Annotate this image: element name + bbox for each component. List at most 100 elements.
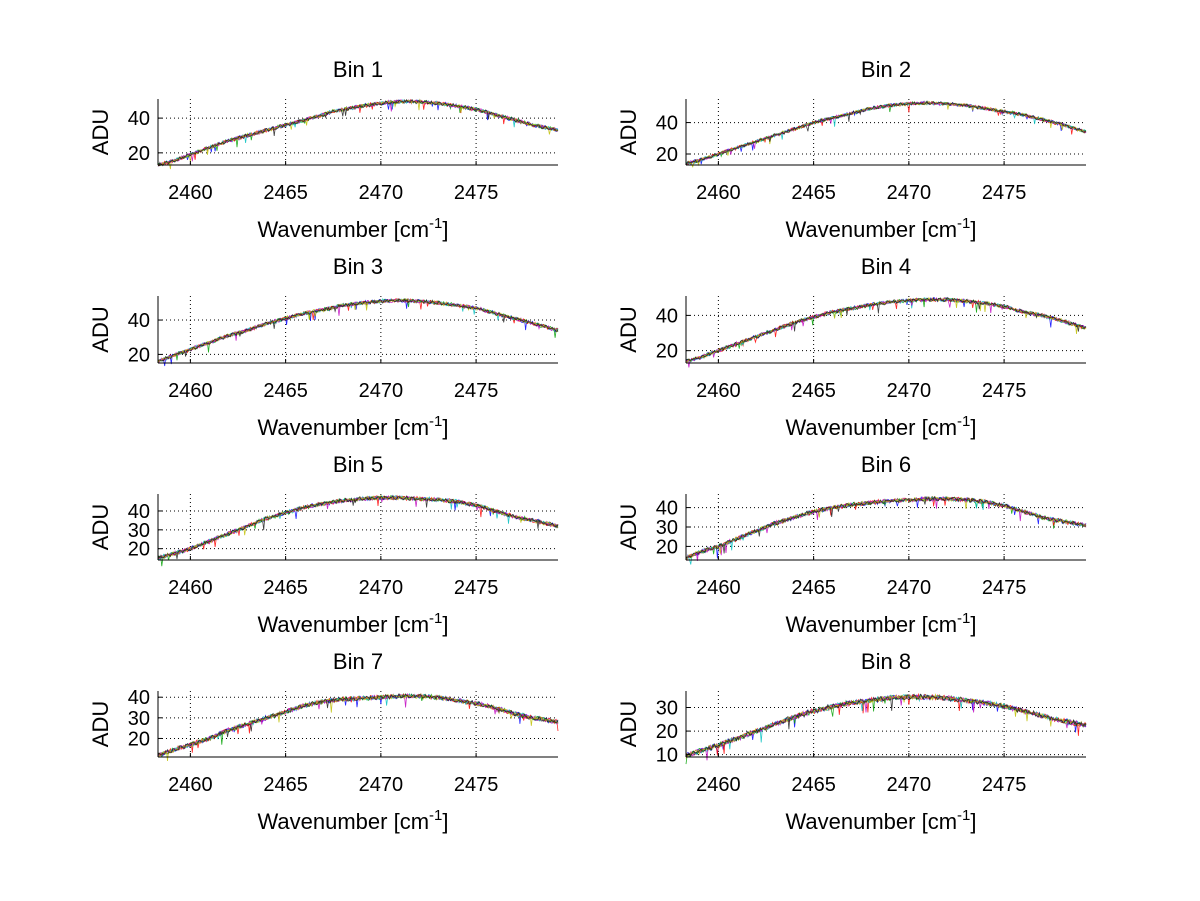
x-tick-label: 2475 <box>982 577 1027 599</box>
y-tick-label: 40 <box>128 108 150 130</box>
y-tick-label: 40 <box>128 310 150 332</box>
subplot-bin-3: 2460 2465 2470 2475 20 40 Bin 3 Wavenumber [cm-… <box>88 254 559 440</box>
x-axis-label: Wavenumber [cm-1] <box>785 610 976 637</box>
y-axis-label: ADU <box>88 109 113 155</box>
spectrum-line <box>685 296 1087 363</box>
x-tick-label: 2475 <box>454 182 499 204</box>
x-axis-label: Wavenumber [cm-1] <box>257 807 448 834</box>
x-tick-label: 2465 <box>791 774 836 796</box>
x-tick-label: 2465 <box>791 380 836 402</box>
x-tick-label: 2475 <box>982 182 1027 204</box>
x-tick-label: 2470 <box>359 380 404 402</box>
spectrum-line <box>685 693 1087 758</box>
spectrum-line <box>157 495 559 560</box>
y-tick-label: 20 <box>656 144 678 166</box>
y-axis-label: ADU <box>88 504 113 550</box>
y-tick-label: 20 <box>128 539 150 561</box>
x-tick-label: 2470 <box>887 577 932 599</box>
subplot-title: Bin 2 <box>861 57 911 82</box>
y-tick-label: 30 <box>656 517 678 539</box>
x-axis-label: Wavenumber [cm-1] <box>785 807 976 834</box>
x-tick-label: 2470 <box>887 774 932 796</box>
y-tick-label: 30 <box>128 520 150 542</box>
spectrum-line <box>685 100 1087 165</box>
y-tick-label: 40 <box>128 687 150 709</box>
plot-area <box>686 296 1086 363</box>
x-tick-label: 2475 <box>454 380 499 402</box>
y-tick-label: 20 <box>128 728 150 750</box>
x-tick-label: 2465 <box>791 182 836 204</box>
plot-area <box>158 494 558 560</box>
x-axis-label: Wavenumber [cm-1] <box>257 413 448 440</box>
spectrum-line <box>157 494 559 560</box>
plot-area <box>686 691 1086 757</box>
x-tick-label: 2465 <box>263 577 308 599</box>
x-tick-label: 2460 <box>696 182 741 204</box>
x-tick-label: 2460 <box>168 380 213 402</box>
y-tick-label: 20 <box>656 721 678 743</box>
plot-area <box>158 296 558 363</box>
x-tick-label: 2460 <box>168 182 213 204</box>
x-tick-label: 2470 <box>359 774 404 796</box>
y-axis-label: ADU <box>616 109 641 155</box>
x-tick-label: 2460 <box>168 577 213 599</box>
y-tick-label: 20 <box>128 143 150 165</box>
x-tick-label: 2460 <box>696 577 741 599</box>
x-tick-label: 2460 <box>696 774 741 796</box>
y-tick-label: 30 <box>128 708 150 730</box>
x-tick-label: 2470 <box>887 380 932 402</box>
y-axis-label: ADU <box>616 306 641 352</box>
x-axis-label: Wavenumber [cm-1] <box>257 610 448 637</box>
x-tick-label: 2465 <box>263 774 308 796</box>
y-tick-label: 30 <box>656 698 678 720</box>
subplot-title: Bin 1 <box>333 57 383 82</box>
subplot-bin-1: 2460 2465 2470 2475 20 40 Bin 1 Wavenumber [cm-… <box>88 57 559 242</box>
y-tick-label: 10 <box>656 745 678 767</box>
x-tick-label: 2465 <box>263 182 308 204</box>
x-tick-label: 2460 <box>696 380 741 402</box>
subplot-bin-2: 2460 2465 2470 2475 20 40 Bin 2 Wavenumber [cm-… <box>616 57 1087 242</box>
x-tick-label: 2465 <box>791 577 836 599</box>
y-axis-label: ADU <box>616 701 641 747</box>
y-axis-label: ADU <box>88 701 113 747</box>
x-tick-label: 2475 <box>982 380 1027 402</box>
subplot-title: Bin 4 <box>861 254 911 279</box>
x-tick-label: 2475 <box>982 774 1027 796</box>
spectrum-line <box>157 693 559 762</box>
plot-area <box>158 99 558 165</box>
plot-area <box>686 99 1086 165</box>
y-tick-label: 40 <box>656 305 678 327</box>
y-tick-label: 20 <box>128 344 150 366</box>
subplot-title: Bin 7 <box>333 649 383 674</box>
spectrum-line <box>157 297 559 362</box>
y-tick-label: 40 <box>656 498 678 520</box>
x-tick-label: 2470 <box>359 182 404 204</box>
spectrum-line <box>157 98 559 167</box>
subplot-title: Bin 8 <box>861 649 911 674</box>
y-tick-label: 40 <box>656 113 678 135</box>
spectrum-line <box>157 693 559 756</box>
spectrum-line <box>685 496 1087 561</box>
y-tick-label: 40 <box>128 501 150 523</box>
y-tick-label: 20 <box>656 341 678 363</box>
subplot-title: Bin 3 <box>333 254 383 279</box>
spectrum-line <box>685 297 1087 361</box>
x-tick-label: 2465 <box>263 380 308 402</box>
x-tick-label: 2475 <box>454 577 499 599</box>
x-axis-label: Wavenumber [cm-1] <box>785 215 976 242</box>
y-axis-label: ADU <box>616 504 641 550</box>
subplot-bin-4: 2460 2465 2470 2475 20 40 Bin 4 Wavenumber [cm-… <box>616 254 1087 440</box>
y-axis-label: ADU <box>88 306 113 352</box>
spectrum-line <box>685 693 1087 759</box>
x-tick-label: 2470 <box>359 577 404 599</box>
x-axis-label: Wavenumber [cm-1] <box>257 215 448 242</box>
x-tick-label: 2460 <box>168 774 213 796</box>
x-axis-label: Wavenumber [cm-1] <box>785 413 976 440</box>
subplot-title: Bin 6 <box>861 452 911 477</box>
subplot-title: Bin 5 <box>333 452 383 477</box>
